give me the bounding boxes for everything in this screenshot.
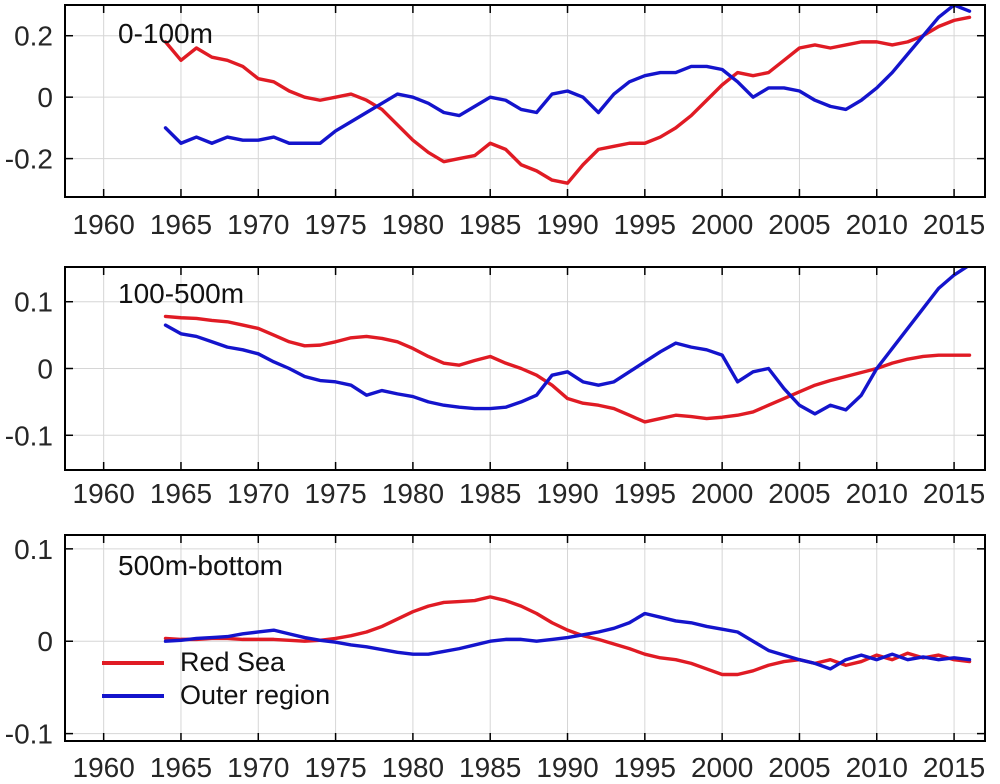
- x-tick-label: 1995: [614, 209, 676, 240]
- x-tick-label: 2005: [768, 752, 830, 783]
- y-tick-label: 0.1: [14, 534, 53, 565]
- y-tick-label: 0: [37, 82, 53, 113]
- series-line-red-sea: [163, 314, 972, 424]
- x-tick-label: 1970: [227, 478, 289, 509]
- x-tick-label: 1965: [150, 752, 212, 783]
- x-tick-label: 1970: [227, 209, 289, 240]
- x-tick-label: 2015: [923, 752, 985, 783]
- x-tick-label: 2000: [691, 478, 753, 509]
- x-tick-label: 1970: [227, 752, 289, 783]
- panel-2: -0.1 0 0.1 1960 1965 1970 1975 1980 1985 1990 1995…: [5, 534, 986, 783]
- x-tick-label: 1990: [536, 478, 598, 509]
- y-tick-label: 0: [37, 354, 53, 385]
- panel-0: -0.2 0 0.2 1960 1965 1970 1975 1980 1985 1990 1995…: [5, 4, 986, 240]
- x-tick-label: 2010: [846, 752, 908, 783]
- legend-label-outer-region: Outer region: [180, 680, 331, 710]
- x-tick-label: 1960: [73, 478, 135, 509]
- x-tick-label: 1990: [536, 209, 598, 240]
- x-tick-label: 2005: [768, 478, 830, 509]
- series-line-outer-region: [163, 267, 970, 416]
- series-line-red-sea: [163, 15, 972, 185]
- series-line-outer-region: [163, 611, 972, 671]
- legend-label-red-sea: Red Sea: [180, 647, 286, 677]
- x-tick-label: 1985: [459, 209, 521, 240]
- x-tick-label: 2000: [691, 209, 753, 240]
- y-tick-label: 0: [37, 626, 53, 657]
- x-tick-label: 2010: [846, 209, 908, 240]
- series-line-outer-region: [163, 5, 972, 145]
- x-tick-label: 2005: [768, 209, 830, 240]
- x-tick-label: 1980: [382, 752, 444, 783]
- legend: Red Sea Outer region: [102, 646, 330, 712]
- panel-1: -0.1 0 0.1 1960 1965 1970 1975 1980 1985 1990 1995…: [5, 266, 986, 509]
- outer-region-line-swatch: [102, 693, 164, 698]
- red-sea-line-swatch: [102, 660, 164, 665]
- legend-item-outer-region: Outer region: [102, 679, 330, 712]
- x-tick-label: 1995: [614, 478, 676, 509]
- panel-title-500m-bottom: 500m-bottom: [118, 550, 283, 581]
- x-tick-label: 1995: [614, 752, 676, 783]
- x-tick-label: 2015: [923, 209, 985, 240]
- y-tick-label: 0.1: [14, 287, 53, 318]
- panel-title-0-100m: 0-100m: [118, 18, 213, 49]
- x-tick-label: 1965: [150, 209, 212, 240]
- y-tick-label: -0.1: [5, 420, 53, 451]
- panel-title-100-500m: 100-500m: [118, 278, 245, 309]
- x-tick-label: 1975: [304, 209, 366, 240]
- x-tick-label: 1965: [150, 478, 212, 509]
- x-tick-label: 2000: [691, 752, 753, 783]
- x-tick-label: 1985: [459, 478, 521, 509]
- series-line-red-sea: [163, 595, 972, 677]
- legend-item-red-sea: Red Sea: [102, 646, 330, 679]
- x-tick-label: 1960: [73, 752, 135, 783]
- y-tick-label: -0.2: [5, 144, 53, 175]
- x-tick-label: 1960: [73, 209, 135, 240]
- x-tick-label: 1980: [382, 478, 444, 509]
- x-tick-label: 1985: [459, 752, 521, 783]
- x-tick-label: 1980: [382, 209, 444, 240]
- x-tick-label: 1975: [304, 752, 366, 783]
- x-tick-label: 1975: [304, 478, 366, 509]
- x-tick-label: 1990: [536, 752, 598, 783]
- y-tick-label: 0.2: [14, 21, 53, 52]
- y-tick-label: -0.1: [5, 719, 53, 750]
- x-tick-label: 2010: [846, 478, 908, 509]
- x-tick-label: 2015: [923, 478, 985, 509]
